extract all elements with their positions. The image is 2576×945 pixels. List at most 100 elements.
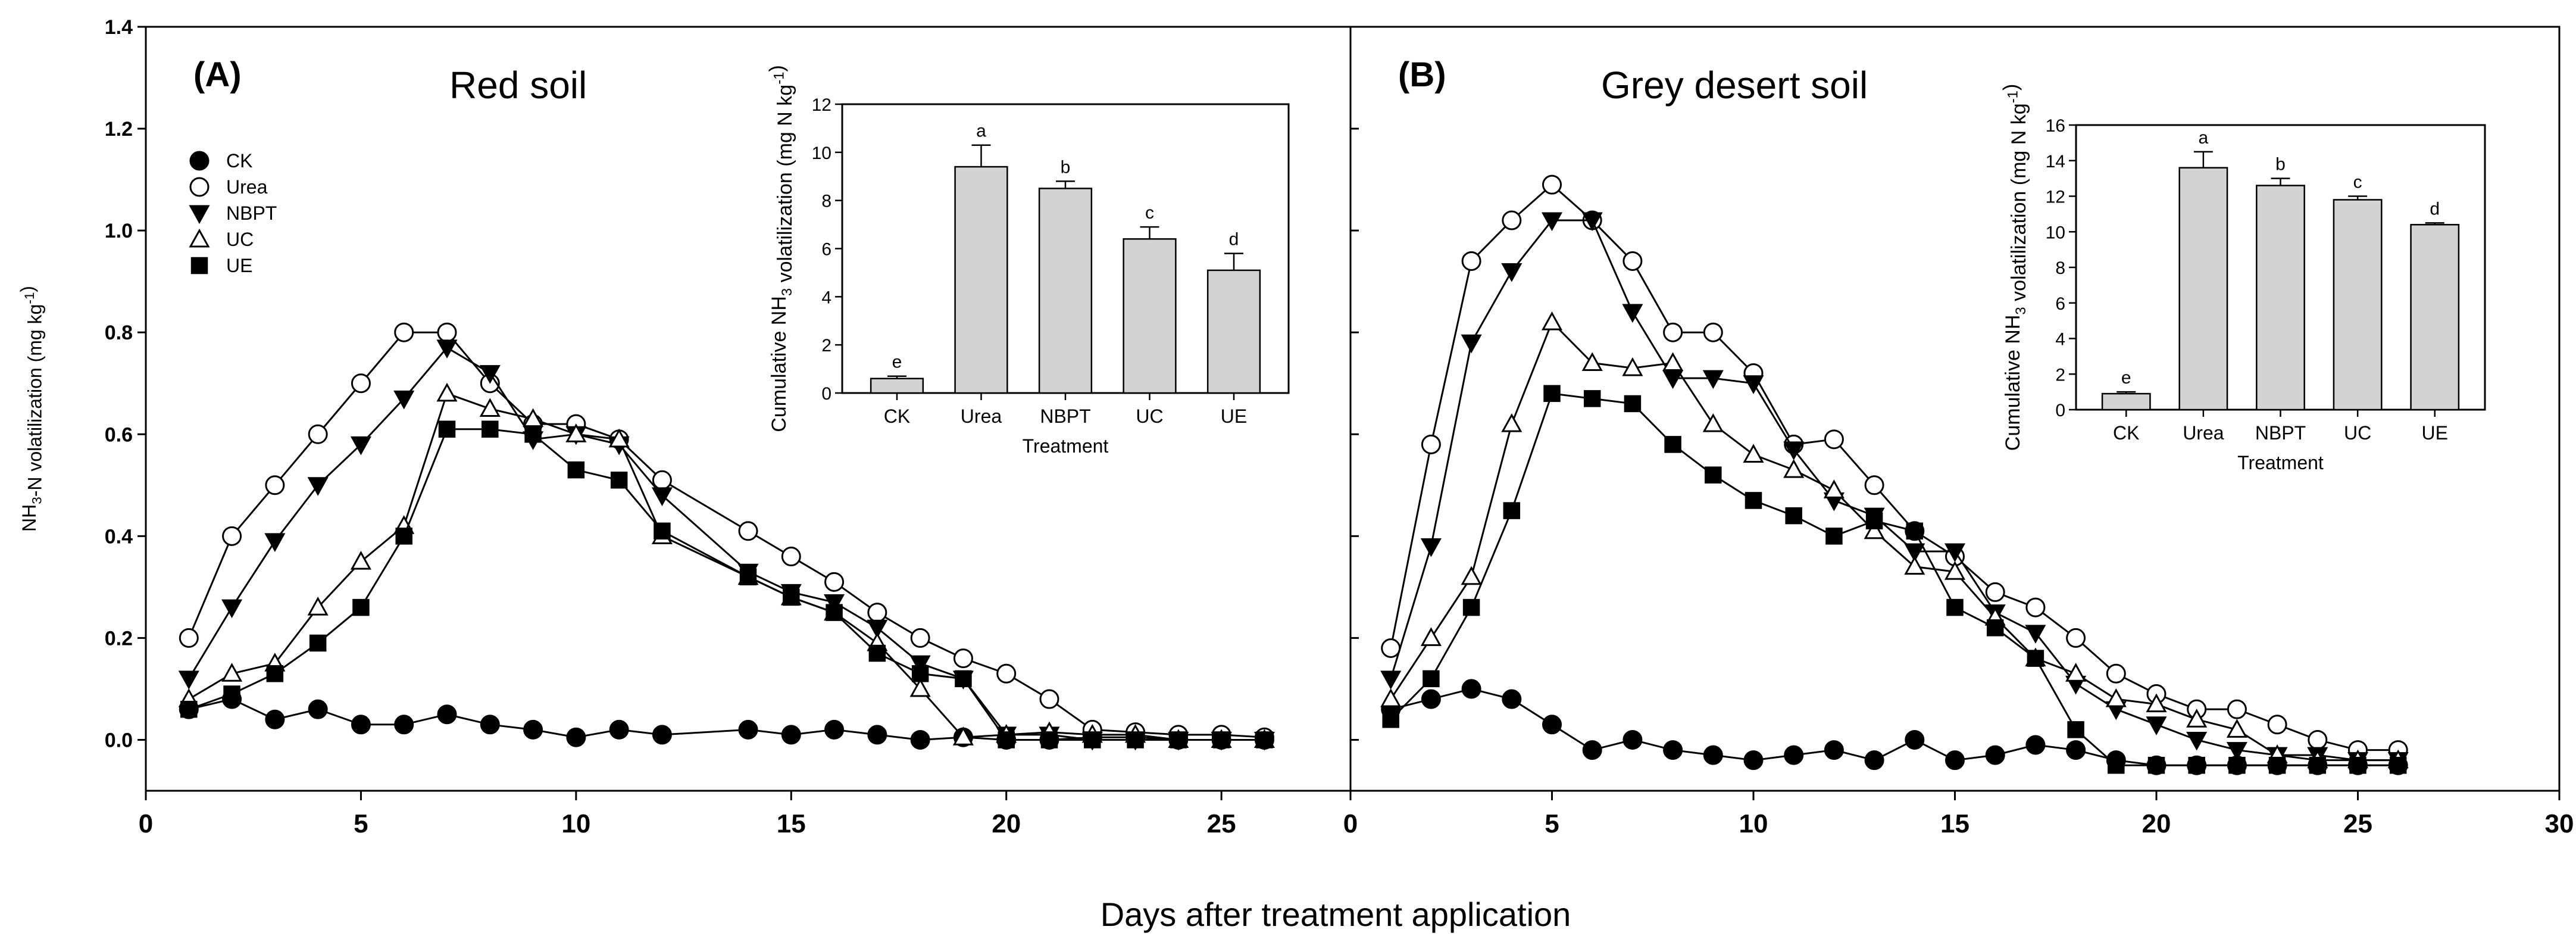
marker-urea [308,424,328,444]
inset-y-tick-label: 2 [821,336,831,355]
marker-uc [1501,413,1523,432]
marker-ue [911,665,929,682]
marker-nbpt [264,533,286,552]
marker-uc [436,382,458,402]
y-tick-label: 0.8 [105,322,133,344]
marker-uc [1743,444,1764,463]
marker-ck [1703,745,1723,765]
marker-nbpt [307,477,329,496]
marker-ue [1825,528,1843,545]
panel-title: Red soil [449,64,587,107]
marker-ue [1583,390,1601,407]
marker-ue [1865,512,1883,529]
legend-label-uc: UC [226,229,254,250]
marker-ck [351,715,371,735]
inset-y-axis-label: Cumulative NH3 volatilization (mg N kg-1… [766,65,797,432]
marker-ck [189,151,210,171]
marker-nbpt [1702,370,1724,389]
series-ck [1381,679,2408,775]
marker-ck [437,704,457,725]
marker-urea [1663,322,1683,342]
inset-x-tick-label: Urea [961,406,1002,427]
marker-ue [2389,756,2407,774]
marker-ck [652,725,672,745]
marker-ue [1084,731,1101,748]
marker-nbpt [479,365,501,384]
marker-ck [1864,750,1884,771]
marker-ue [1624,395,1642,413]
marker-nbpt [1541,212,1563,232]
marker-urea [1039,689,1059,709]
inset-x-tick-label: NBPT [1040,406,1090,427]
marker-ue [1906,522,1924,540]
marker-ue [352,598,370,616]
inset-y-tick-label: 4 [821,288,831,307]
inset-bar-ck [2101,392,2151,411]
inset-significance-label: c [2353,173,2362,192]
inset-bar-uc [1123,238,1177,394]
marker-urea [1864,475,1884,495]
marker-urea [265,475,285,495]
marker-ue [2349,756,2366,774]
marker-uc [1541,311,1563,330]
marker-nbpt [436,339,458,358]
legend-label-ue: UE [226,255,252,276]
x-tick-label: 20 [2142,809,2171,838]
marker-nbpt [1581,212,1603,232]
marker-ue [1986,619,2004,637]
marker-ue [1212,731,1230,748]
marker-ck [1582,740,1602,760]
inset-y-axis: 0 2 4 6 8 10 12 [812,95,842,404]
inset-y-tick-label: 10 [2046,223,2065,242]
inset-x-axis-label: Treatment [1023,435,1109,457]
marker-ck [566,727,586,747]
marker-uc [221,663,243,682]
marker-nbpt [178,670,199,690]
marker-ue [1040,731,1058,748]
marker-ck [2066,740,2086,760]
inset-significance-label: c [1145,203,1154,223]
x-tick-label: 5 [354,809,368,838]
marker-uc [608,428,630,448]
inset-bar-urea [954,166,1008,394]
marker-ck [1502,689,1522,709]
inset-y-tick-label: 12 [2046,188,2065,207]
marker-nbpt [350,436,371,456]
marker-nbpt [2226,742,2247,761]
marker-ue [2147,756,2165,774]
marker-urea [351,373,371,394]
series-group [178,322,1275,751]
inset-y-tick-label: 4 [2055,330,2065,350]
marker-nbpt [1380,670,1402,690]
marker-uc [1823,479,1845,498]
inset-y-tick-label: 0 [821,384,831,404]
inset-x-tick-label: CK [884,406,910,427]
marker-ue [654,522,671,540]
y-tick-label: 0.6 [105,423,133,446]
marker-urea [996,663,1017,684]
inset-y-tick-label: 6 [2055,294,2065,314]
y-axis: 0.0 0.2 0.4 0.6 0.8 1.0 1.2 1.4 [105,16,146,751]
x-tick-label: 0 [1343,809,1358,838]
marker-ue [826,604,843,621]
y-tick-label: 1.4 [105,16,133,39]
marker-urea [910,628,930,648]
marker-nbpt [1904,543,1925,563]
marker-urea [2308,729,2328,750]
marker-ue [2108,756,2125,774]
marker-ue [1946,598,1964,616]
inset-y-tick-label: 0 [2055,401,2065,420]
y-tick-label: 1.0 [105,220,133,242]
marker-nbpt [1662,370,1684,389]
x-tick-label: 30 [2545,809,2574,838]
marker-ck [1784,745,1804,765]
figure-x-axis-label: Days after treatment application [1101,896,1571,933]
marker-urea [1824,429,1844,450]
inset-x-tick-label: UC [1136,406,1163,427]
x-tick-label: 10 [561,809,590,838]
marker-ue [190,257,208,275]
marker-uc [307,596,329,616]
marker-urea [867,603,887,623]
panel-label: (A) [193,55,242,94]
